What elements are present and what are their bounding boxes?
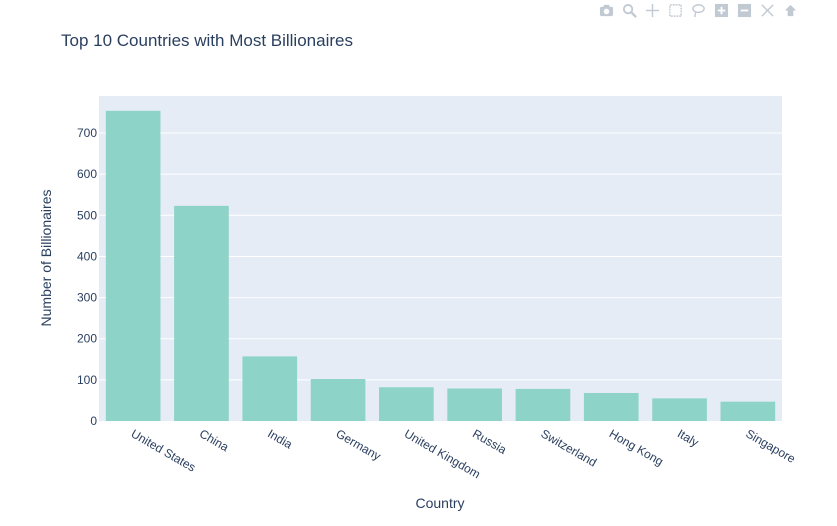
y-tick-label: 400	[77, 249, 97, 263]
y-tick-label: 300	[77, 291, 97, 305]
bar-hong-kong[interactable]	[583, 393, 639, 421]
y-tick-labels: 0 100 200 300 400 500 600 700	[77, 126, 97, 428]
zoom-in-icon[interactable]	[713, 2, 730, 19]
x-tick-label: Russia	[470, 426, 509, 457]
y-axis-title: Number of Billionaires	[38, 190, 54, 327]
bar-switzerland[interactable]	[515, 388, 571, 421]
y-tick-label: 0	[90, 414, 97, 428]
bar-united-states[interactable]	[105, 110, 161, 422]
x-tick-label: Italy	[675, 426, 701, 449]
x-tick-label: China	[197, 426, 231, 454]
bar-united-kingdom[interactable]	[379, 387, 434, 421]
bar-singapore[interactable]	[720, 401, 776, 421]
lasso-icon[interactable]	[690, 2, 707, 19]
x-tick-label: Germany	[334, 426, 384, 463]
y-tick-label: 600	[77, 167, 97, 181]
camera-icon[interactable]	[598, 2, 615, 19]
x-tick-label: United States	[129, 426, 198, 474]
bar-germany[interactable]	[310, 379, 366, 421]
reset-axes-icon[interactable]	[782, 2, 799, 19]
pan-icon[interactable]	[644, 2, 661, 19]
zoom-icon[interactable]	[621, 2, 638, 19]
bar-india[interactable]	[242, 356, 298, 421]
y-tick-label: 500	[77, 208, 97, 222]
x-tick-label: India	[265, 426, 295, 451]
modebar	[598, 2, 799, 20]
y-tick-label: 700	[77, 126, 97, 140]
x-axis-title: Country	[415, 495, 464, 511]
bar-italy[interactable]	[652, 398, 707, 421]
box-select-icon[interactable]	[667, 2, 684, 19]
y-tick-label: 200	[77, 332, 97, 346]
x-tick-label: United Kingdom	[402, 426, 483, 481]
autoscale-icon[interactable]	[759, 2, 776, 19]
bar-russia[interactable]	[447, 388, 502, 422]
bars	[105, 110, 776, 422]
bar-china[interactable]	[174, 205, 229, 421]
y-tick-label: 100	[77, 373, 97, 387]
chart-title: Top 10 Countries with Most Billionaires	[61, 31, 353, 50]
x-tick-label: Hong Kong	[607, 426, 666, 468]
x-tick-label: Switzerland	[538, 426, 599, 469]
x-tick-label: Singapore	[743, 426, 798, 466]
zoom-out-icon[interactable]	[736, 2, 753, 19]
